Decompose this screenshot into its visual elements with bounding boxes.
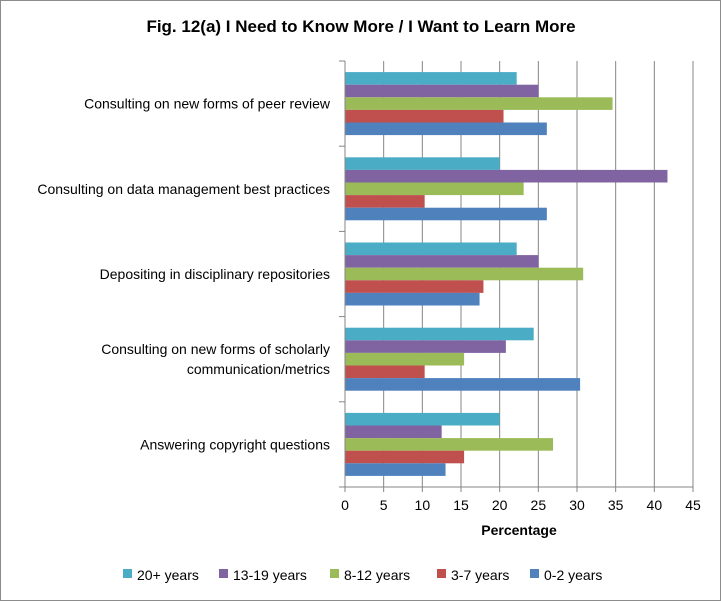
x-tick-label: 25 bbox=[531, 497, 547, 513]
category-label: communication/metrics bbox=[187, 361, 330, 377]
legend-swatch bbox=[123, 569, 132, 578]
x-tick-label: 5 bbox=[380, 497, 388, 513]
legend: 20+ years 13-19 years 8-12 years 3-7 years 0… bbox=[123, 567, 602, 583]
legend-swatch bbox=[437, 569, 446, 578]
category-label: Consulting on new forms of peer review bbox=[84, 96, 331, 112]
legend-item: 20+ years bbox=[123, 567, 199, 583]
bar bbox=[345, 352, 465, 366]
category-label: Consulting on data management best pract… bbox=[37, 181, 330, 197]
legend-label: 3-7 years bbox=[451, 567, 509, 583]
x-tick-label: 35 bbox=[608, 497, 624, 513]
x-tick-label: 40 bbox=[647, 497, 663, 513]
legend-item: 3-7 years bbox=[437, 567, 509, 583]
bar bbox=[345, 195, 425, 208]
category-label: Consulting on new forms of scholarly bbox=[101, 341, 330, 357]
bar bbox=[345, 207, 547, 221]
bar bbox=[345, 169, 668, 183]
x-tick-labels: 0 5 10 15 20 25 30 35 40 45 bbox=[341, 497, 701, 513]
bar bbox=[345, 109, 504, 123]
bars bbox=[345, 72, 668, 476]
bar bbox=[345, 157, 500, 170]
legend-item: 8-12 years bbox=[330, 567, 410, 583]
x-tick-label: 30 bbox=[569, 497, 585, 513]
category-labels: Consulting on new forms of peer review Co… bbox=[37, 96, 331, 453]
x-tick-label: 0 bbox=[341, 497, 349, 513]
x-axis-title: Percentage bbox=[481, 522, 557, 538]
legend-label: 8-12 years bbox=[344, 567, 410, 583]
legend-item: 13-19 years bbox=[219, 567, 307, 583]
x-tick-label: 20 bbox=[492, 497, 508, 513]
legend-swatch bbox=[330, 569, 339, 578]
x-tick-label: 45 bbox=[685, 497, 701, 513]
legend-label: 13-19 years bbox=[233, 567, 307, 583]
legend-item: 0-2 years bbox=[530, 567, 602, 583]
bar bbox=[345, 438, 554, 451]
bar bbox=[345, 412, 500, 426]
chart-title: Fig. 12(a) I Need to Know More / I Want … bbox=[146, 17, 575, 36]
legend-label: 0-2 years bbox=[544, 567, 602, 583]
bar bbox=[345, 463, 446, 476]
bar bbox=[345, 182, 524, 196]
axes bbox=[339, 60, 694, 492]
bar bbox=[345, 340, 506, 353]
bar bbox=[345, 280, 484, 293]
bar bbox=[345, 267, 584, 281]
bar bbox=[345, 84, 539, 98]
legend-label: 20+ years bbox=[137, 567, 199, 583]
legend-swatch bbox=[530, 569, 539, 578]
bar bbox=[345, 122, 547, 136]
legend-swatch bbox=[219, 569, 228, 578]
category-label: Answering copyright questions bbox=[140, 436, 330, 452]
bar bbox=[345, 378, 581, 391]
bar bbox=[345, 292, 480, 306]
bar bbox=[345, 450, 465, 464]
bar bbox=[345, 72, 517, 85]
bar bbox=[345, 242, 517, 256]
bar bbox=[345, 255, 539, 268]
bar bbox=[345, 425, 442, 439]
bar bbox=[345, 327, 534, 341]
bar bbox=[345, 97, 613, 110]
bar bbox=[345, 365, 425, 379]
x-tick-label: 15 bbox=[453, 497, 469, 513]
x-tick-label: 10 bbox=[415, 497, 431, 513]
category-label: Depositing in disciplinary repositories bbox=[100, 266, 330, 282]
